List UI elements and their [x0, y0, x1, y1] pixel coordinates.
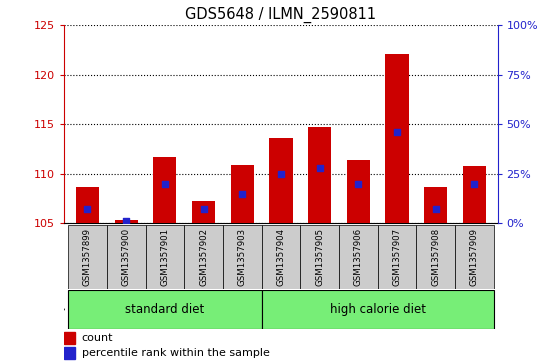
- Bar: [76, 187, 99, 223]
- Bar: [347, 160, 370, 223]
- FancyBboxPatch shape: [377, 225, 416, 289]
- Point: [470, 181, 479, 187]
- Text: percentile rank within the sample: percentile rank within the sample: [82, 348, 269, 358]
- Title: GDS5648 / ILMN_2590811: GDS5648 / ILMN_2590811: [186, 7, 376, 23]
- Text: GSM1357902: GSM1357902: [199, 228, 208, 286]
- FancyBboxPatch shape: [184, 225, 223, 289]
- Text: GSM1357909: GSM1357909: [470, 228, 479, 286]
- Polygon shape: [55, 300, 64, 319]
- FancyBboxPatch shape: [223, 225, 262, 289]
- Bar: [424, 187, 447, 223]
- FancyBboxPatch shape: [416, 225, 455, 289]
- Text: GSM1357904: GSM1357904: [276, 228, 286, 286]
- Text: GSM1357905: GSM1357905: [315, 228, 324, 286]
- FancyBboxPatch shape: [145, 225, 184, 289]
- Bar: [269, 138, 292, 223]
- Bar: [308, 127, 331, 223]
- Point: [315, 165, 324, 171]
- Point: [199, 207, 208, 212]
- Bar: [115, 220, 138, 223]
- Point: [354, 181, 363, 187]
- Text: GSM1357906: GSM1357906: [354, 228, 363, 286]
- Text: high calorie diet: high calorie diet: [330, 303, 425, 316]
- Text: GSM1357900: GSM1357900: [122, 228, 131, 286]
- FancyBboxPatch shape: [300, 225, 339, 289]
- Point: [83, 207, 92, 212]
- FancyBboxPatch shape: [262, 225, 300, 289]
- Bar: [153, 157, 177, 223]
- Bar: [463, 166, 486, 223]
- Bar: [64, 347, 75, 359]
- FancyBboxPatch shape: [455, 225, 494, 289]
- Point: [431, 207, 440, 212]
- FancyBboxPatch shape: [339, 225, 377, 289]
- Bar: [231, 165, 254, 223]
- Bar: [192, 201, 215, 223]
- Text: count: count: [82, 333, 113, 343]
- FancyBboxPatch shape: [68, 225, 107, 289]
- Text: GSM1357899: GSM1357899: [83, 228, 92, 286]
- Bar: [64, 333, 75, 344]
- Text: GSM1357907: GSM1357907: [392, 228, 401, 286]
- FancyBboxPatch shape: [107, 225, 145, 289]
- Text: GSM1357908: GSM1357908: [431, 228, 440, 286]
- FancyBboxPatch shape: [262, 290, 494, 329]
- Point: [238, 191, 247, 196]
- Point: [160, 181, 169, 187]
- Text: standard diet: standard diet: [125, 303, 205, 316]
- Text: GSM1357903: GSM1357903: [238, 228, 247, 286]
- Point: [392, 129, 401, 135]
- FancyBboxPatch shape: [68, 290, 262, 329]
- Point: [122, 219, 131, 224]
- Point: [277, 171, 286, 177]
- Bar: [385, 54, 409, 223]
- Text: GSM1357901: GSM1357901: [160, 228, 169, 286]
